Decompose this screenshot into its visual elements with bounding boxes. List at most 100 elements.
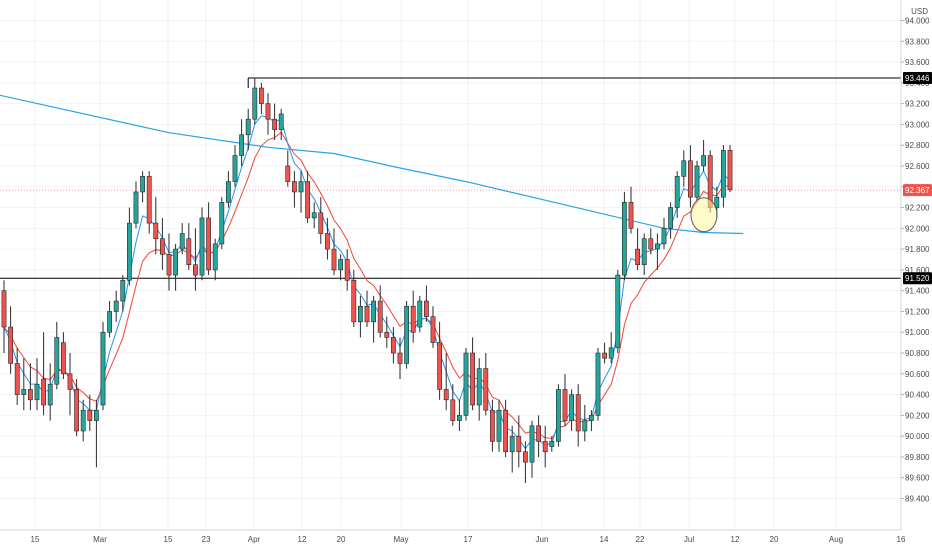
candle <box>199 207 205 281</box>
candle <box>536 415 541 457</box>
candle-body <box>285 165 291 182</box>
candle-body <box>1 290 7 328</box>
candle <box>219 197 225 250</box>
grid <box>0 0 902 530</box>
candle <box>133 181 139 229</box>
candle <box>390 327 396 364</box>
x-tick-label: 16 <box>897 535 906 544</box>
x-tick-label: May <box>393 535 408 544</box>
candle-body <box>186 238 192 265</box>
candle <box>94 399 99 468</box>
candle <box>562 373 568 426</box>
candle-body <box>390 337 396 354</box>
ma-long-line <box>0 94 744 235</box>
y-tick-label: 90.200 <box>905 411 930 420</box>
candle-body <box>628 202 634 229</box>
candle <box>569 389 574 431</box>
highlight-circle <box>690 197 718 233</box>
candle-body <box>608 347 614 359</box>
candle-body <box>265 103 271 120</box>
candle-body <box>14 363 20 395</box>
candle-body <box>21 389 27 395</box>
y-tick-label: 93.600 <box>905 58 930 67</box>
candle <box>351 269 357 328</box>
x-tick-label: Mar <box>93 535 107 544</box>
candle-body <box>278 113 284 130</box>
candle-body <box>503 409 508 453</box>
candle-body <box>496 409 502 442</box>
candle-body <box>364 305 370 323</box>
candle <box>338 254 343 281</box>
candle <box>549 436 555 452</box>
candle <box>80 399 86 442</box>
candle-body <box>107 311 112 333</box>
candle-body <box>569 394 574 421</box>
candle-body <box>588 415 594 421</box>
y-tick-label: 92.000 <box>905 224 930 233</box>
candle <box>239 119 244 166</box>
candle <box>681 150 687 187</box>
candle-body <box>562 389 568 421</box>
candle-body <box>41 378 46 406</box>
candle-body <box>456 415 462 421</box>
candle <box>450 384 456 426</box>
ma-slow-line <box>3 131 731 440</box>
candle-body <box>166 254 172 276</box>
candle-body <box>291 181 297 193</box>
candle-body <box>529 425 535 463</box>
candle-body <box>595 352 601 416</box>
y-tick-label: 91.200 <box>905 307 930 316</box>
candle <box>595 347 601 421</box>
candle-body <box>555 389 561 442</box>
x-tick-label: Jul <box>684 535 694 544</box>
candle-body <box>272 118 277 130</box>
candle-body <box>694 165 700 198</box>
candle-body <box>338 259 343 271</box>
candle-body <box>377 300 383 333</box>
candle-body <box>305 181 310 219</box>
candle-body <box>94 409 99 421</box>
candle-body <box>668 207 673 229</box>
candle-body <box>417 300 423 328</box>
candle <box>470 337 475 411</box>
candle <box>265 93 271 135</box>
candle-body <box>397 352 403 364</box>
candle-body <box>331 248 337 271</box>
candle <box>324 217 330 260</box>
y-tick-label: 91.600 <box>905 266 930 275</box>
candle <box>430 306 436 348</box>
candle <box>331 228 337 276</box>
candle <box>503 399 508 457</box>
candle-body <box>489 409 495 442</box>
candle <box>384 316 390 348</box>
candle-body <box>621 202 627 276</box>
candle <box>727 145 733 192</box>
candle <box>694 160 700 203</box>
candle-body <box>140 176 145 193</box>
price-markers: 93.446 92.367 91.520 <box>903 72 932 285</box>
candle-body <box>133 191 139 224</box>
support-price-marker-bg <box>903 272 932 285</box>
candle <box>27 363 33 411</box>
candle-body <box>674 176 680 208</box>
x-tick-label: 22 <box>636 535 645 544</box>
candle-body <box>687 160 693 198</box>
y-tick-label: 93.800 <box>905 37 930 46</box>
candle <box>318 197 324 244</box>
x-tick-label: 17 <box>464 535 473 544</box>
candle-body <box>113 300 119 312</box>
candle-body <box>661 228 667 245</box>
candle <box>509 425 515 473</box>
candle-body <box>701 155 706 167</box>
candle <box>311 202 317 229</box>
candle <box>206 202 211 276</box>
candle <box>529 420 535 478</box>
candle-body <box>100 331 106 406</box>
y-tick-label: 89.400 <box>905 495 930 504</box>
candle-body <box>641 238 647 265</box>
resistance-price-marker-bg <box>903 72 932 85</box>
candle-body <box>298 181 304 193</box>
y-tick-label: 92.600 <box>905 162 930 171</box>
candle <box>674 171 680 218</box>
candle <box>701 139 706 172</box>
